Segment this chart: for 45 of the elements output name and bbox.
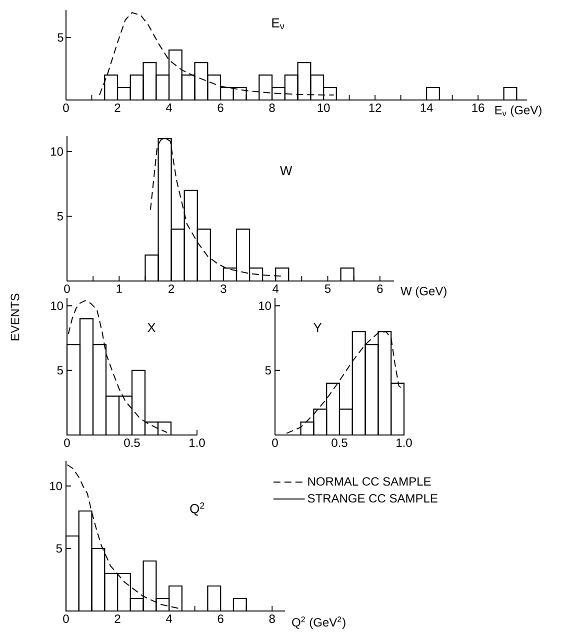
x-tick-label: 2 [168, 284, 174, 293]
x-axis-title: E$_{ν}$ (GeV) [495, 106, 542, 117]
x-tick-label: 6 [377, 284, 383, 294]
x-tick-label: 4 [166, 104, 172, 112]
y-tick-label: 5 [57, 212, 63, 220]
x-tick-label: 4 [166, 614, 172, 623]
x-tick-label: 4 [272, 284, 279, 293]
text: W [280, 166, 292, 176]
x-tick-label: 0.5 [332, 438, 348, 448]
y-tick-label: 10 [51, 302, 63, 310]
x-tick-label: 0 [63, 614, 69, 624]
y-tick-label: 5 [56, 544, 62, 553]
text: Q$^{2}$ [190, 502, 204, 516]
x-tick-label: 1.0 [190, 438, 205, 448]
x-tick-label: 5 [324, 284, 331, 293]
text: X [147, 323, 156, 332]
x-tick-label: 0 [64, 284, 70, 294]
chart-title: E$_{ν}$ [272, 18, 284, 30]
x-tick-label: 2 [114, 614, 120, 623]
x-tick-label: 1.0 [396, 438, 412, 448]
y-tick-label: 10 [50, 482, 62, 490]
x-tick-label: 1 [116, 284, 122, 293]
x-tick-label: 0 [63, 104, 69, 112]
y-tick-label: 5 [57, 366, 63, 375]
y-tick-label: 10 [51, 147, 63, 156]
x-tick-label: 8 [269, 614, 275, 624]
x-tick-label: 0 [64, 438, 70, 448]
x-tick-label: 6 [218, 614, 224, 624]
x-tick-label: 6 [218, 104, 224, 112]
x-tick-label: 10 [318, 104, 330, 112]
legend-label: STRANGE CC SAMPLE [308, 494, 438, 503]
text: Y [314, 323, 322, 332]
x-tick-label: 8 [269, 104, 275, 112]
x-axis-title: W (GeV) [400, 286, 446, 298]
x-tick-label: 3 [220, 284, 226, 294]
x-tick-label: 0.5 [124, 438, 140, 448]
y-axis-title: EVENTS [10, 294, 20, 340]
x-tick-label: 12 [369, 104, 382, 112]
x-tick-label: 14 [420, 104, 433, 112]
x-tick-label: 0 [272, 438, 278, 448]
x-axis-title: Q$^{2}$ (GeV$^{2}$) [292, 616, 346, 629]
x-tick-label: 16 [472, 104, 484, 112]
legend-label: NORMAL CC SAMPLE [308, 477, 431, 486]
x-tick-label: 2 [114, 104, 120, 112]
line-series [68, 300, 168, 433]
